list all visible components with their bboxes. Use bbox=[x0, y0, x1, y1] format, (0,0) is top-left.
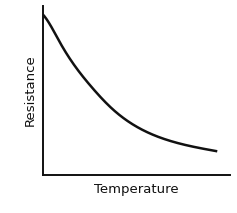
Y-axis label: Resistance: Resistance bbox=[24, 55, 37, 126]
X-axis label: Temperature: Temperature bbox=[94, 183, 179, 196]
